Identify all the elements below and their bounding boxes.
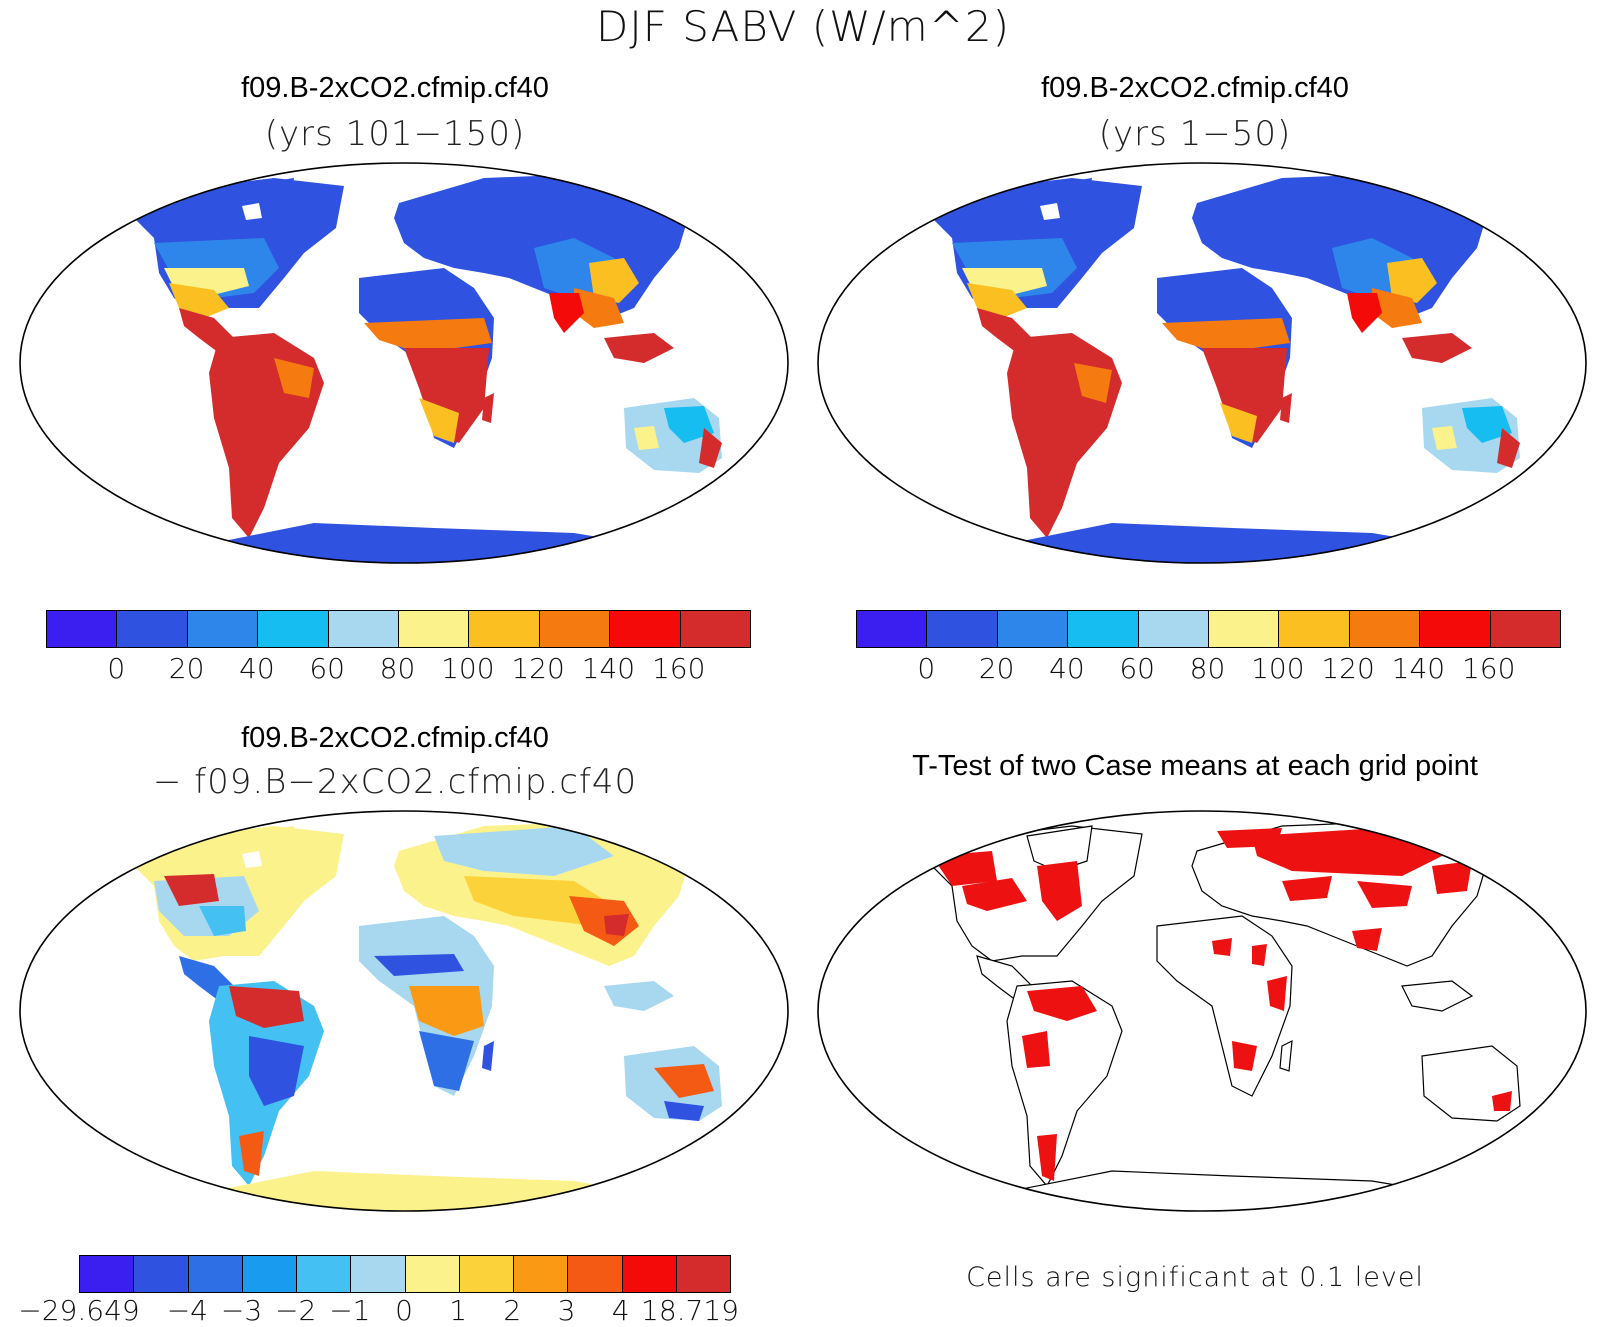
panel3-swatch-0	[80, 1256, 135, 1292]
panel2-swatch-3	[1068, 611, 1139, 647]
panel1-colorbar-labels: 0 20 40 60 80 100 120 140 160	[46, 652, 749, 686]
panel2-tick-label: 140	[1391, 652, 1446, 685]
panel3-colorbar-labels: −29.649 −4 −3 −2 −1 0 1 2 3 4 18.719	[18, 1294, 739, 1327]
panel2-swatch-5	[1209, 611, 1280, 647]
antarctica	[144, 523, 714, 563]
panel3-swatch-6	[405, 1256, 460, 1292]
panel1-tick-label: 20	[168, 652, 205, 685]
panel1-tick-label: 120	[511, 652, 565, 685]
panel1-swatch-4	[328, 611, 400, 647]
panel3-tick-label: 4	[611, 1294, 630, 1327]
panel2-tick-label: 80	[1189, 652, 1226, 685]
panel3-tick-label: −4	[166, 1294, 208, 1327]
panel2-swatch-7	[1349, 611, 1421, 647]
panel2-tick-label: 20	[978, 652, 1015, 685]
panel2-colorbar	[856, 610, 1561, 648]
panel4-significance-note: Cells are significant at 0.1 level	[966, 1262, 1424, 1293]
panel2-tick-label: 60	[1119, 652, 1156, 685]
panel1-tick-label: 60	[309, 652, 346, 685]
panel2-swatch-8	[1420, 611, 1491, 647]
panel1-tick-label: 0	[107, 652, 126, 685]
panel3-tick-label: −2	[275, 1294, 317, 1327]
panel2-swatch-0	[857, 611, 928, 647]
panel2-tick-label: 40	[1049, 652, 1085, 685]
panel1-tick-label: 100	[441, 652, 495, 685]
panel2-swatch-1	[927, 611, 998, 647]
panel3-swatch-9	[568, 1256, 623, 1292]
panel3-colorbar	[79, 1255, 731, 1293]
panel1-map	[19, 162, 789, 564]
panel1-tick-label: 140	[581, 652, 636, 685]
panel1-swatch-2	[187, 611, 259, 647]
panel2-subtitle: (yrs 1−50)	[1098, 114, 1292, 154]
panel1-tick-label: 40	[239, 652, 275, 685]
panel4-title: T-Test of two Case means at each grid po…	[912, 750, 1478, 782]
panel3-swatch-2	[188, 1256, 243, 1292]
panel1-swatch-7	[539, 611, 611, 647]
panel3-swatch-4	[297, 1256, 352, 1292]
panel1-swatch-3	[258, 611, 329, 647]
panel3-tick-label: 2	[503, 1294, 522, 1327]
figure-title: DJF SABV (W/m^2)	[596, 2, 1010, 51]
panel1-colorbar	[46, 610, 751, 648]
panel1-subtitle: (yrs 101−150)	[264, 114, 526, 154]
panel3-swatch-10	[622, 1256, 677, 1292]
panel4-map	[817, 810, 1587, 1212]
panel2-title: f09.B-2xCO2.cfmip.cf40	[1041, 72, 1349, 104]
panel3-swatch-3	[242, 1256, 297, 1292]
panel3-tick-label: 3	[557, 1294, 576, 1327]
panel3-tick-label: 0	[395, 1294, 413, 1327]
panel3-map	[19, 810, 789, 1212]
panel2-swatch-4	[1138, 611, 1210, 647]
panel2-colorbar-labels: 0 20 40 60 80 100 120 140 160	[856, 652, 1559, 686]
panel2-tick-label: 120	[1321, 652, 1375, 685]
panel2-map	[817, 162, 1587, 564]
panel2-swatch-2	[997, 611, 1069, 647]
panel1-swatch-1	[117, 611, 188, 647]
panel3-title: f09.B-2xCO2.cfmip.cf40	[241, 722, 549, 754]
panel3-tick-label: −1	[329, 1294, 371, 1327]
panel1-title: f09.B-2xCO2.cfmip.cf40	[241, 72, 549, 104]
panel1-swatch-8	[610, 611, 681, 647]
panel1-swatch-6	[469, 611, 540, 647]
panel3-swatch-7	[459, 1256, 514, 1292]
panel3-swatch-1	[134, 1256, 189, 1292]
panel1-swatch-5	[399, 611, 470, 647]
panel1-tick-label: 80	[379, 652, 416, 685]
panel3-swatch-11	[676, 1256, 730, 1292]
panel1-tick-label: 160	[651, 652, 706, 685]
south-america	[209, 333, 324, 538]
panel2-tick-label: 100	[1251, 652, 1305, 685]
panel2-swatch-6	[1279, 611, 1350, 647]
panel2-tick-label: 160	[1461, 652, 1516, 685]
panel3-tick-label: −29.649	[18, 1294, 140, 1327]
panel3-tick-label: 1	[449, 1294, 468, 1327]
panel3-tick-label: 18.719	[641, 1294, 739, 1327]
panel3-swatch-5	[351, 1256, 406, 1292]
panel1-swatch-0	[47, 611, 118, 647]
panel3-subtitle: − f09.B−2xCO2.cfmip.cf40	[152, 762, 638, 802]
panel3-swatch-8	[514, 1256, 569, 1292]
panel2-swatch-9	[1490, 611, 1561, 647]
panel2-tick-label: 0	[917, 652, 936, 685]
panel1-swatch-9	[680, 611, 751, 647]
panel3-tick-label: −3	[220, 1294, 263, 1327]
